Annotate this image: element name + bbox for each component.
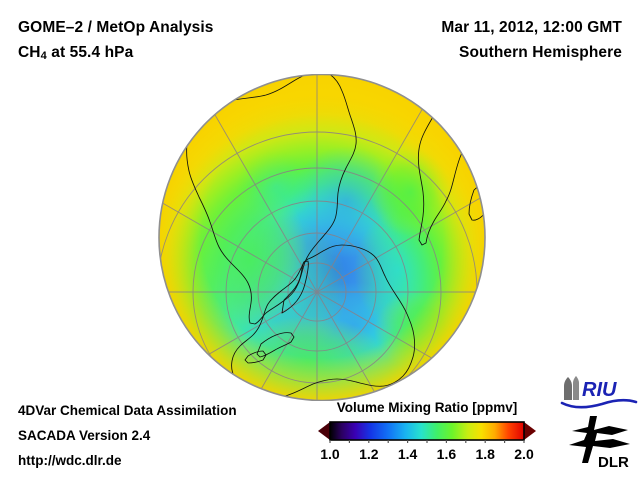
coastline-new-zealand <box>256 332 295 358</box>
dlr-logo: DLR <box>569 416 630 471</box>
colorbar-title: Volume Mixing Ratio [ppmv] <box>336 400 518 415</box>
pressure-level: at 55.4 hPa <box>46 44 134 61</box>
meridian-300 <box>159 177 318 293</box>
riu-wave-icon <box>560 398 638 409</box>
colorbar-tick-label: 1.2 <box>359 446 379 462</box>
version-label: SACADA Version 2.4 <box>18 428 151 443</box>
colorbar-over-arrow <box>524 422 536 440</box>
globe-svg <box>158 74 486 401</box>
coastline-antarctica <box>231 244 416 398</box>
coastline-antarctic-peninsula <box>281 260 309 314</box>
dlr-wordmark: DLR <box>598 454 629 471</box>
coastline-australia <box>392 382 477 401</box>
dlr-mark-icon <box>569 416 630 463</box>
hemisphere-label: Southern Hemisphere <box>459 44 622 61</box>
method-label: 4DVar Chemical Data Assimilation <box>18 403 237 418</box>
polar-stereographic-map <box>158 74 489 401</box>
species-subscript: 4 <box>40 50 47 62</box>
species-name: CH <box>18 44 41 61</box>
colorbar-tick-label: 2.0 <box>514 446 534 462</box>
colorbar-ramp <box>329 421 525 441</box>
colorbar-ticks <box>329 440 525 443</box>
riu-wordmark: RIU <box>582 379 617 401</box>
meridian-30 <box>316 93 432 293</box>
species-level-label: CH4 at 55.4 hPa <box>18 44 133 62</box>
colorbar-tick-label: 1.0 <box>320 446 340 462</box>
colorbar-under-arrow <box>318 422 330 440</box>
colorbar: Volume Mixing Ratio [ppmv] 1.0 1.2 1.4 1.6 1… <box>304 400 550 472</box>
meridian-240 <box>159 291 318 401</box>
coastline-africa-southern <box>417 103 485 246</box>
colorbar-tick-label: 1.4 <box>397 446 418 462</box>
riu-logo: RIU <box>560 376 638 409</box>
coastline-south-america <box>186 74 357 325</box>
meridian-330 <box>202 93 318 293</box>
meridian-150 <box>316 291 432 401</box>
coastline-new-zealand-south <box>244 350 267 364</box>
colorbar-tick-labels: 1.0 1.2 1.4 1.6 1.8 2.0 <box>304 446 550 466</box>
colorbar-gradient <box>318 421 536 443</box>
globe-limb <box>158 74 486 401</box>
page-title: GOME–2 / MetOp Analysis <box>18 19 214 36</box>
website-link[interactable]: http://wdc.dlr.de <box>18 453 122 468</box>
colorbar-tick-label: 1.6 <box>436 446 457 462</box>
riu-towers-icon <box>564 376 579 400</box>
timestamp-label: Mar 11, 2012, 12:00 GMT <box>441 19 622 36</box>
colorbar-tick-label: 1.8 <box>475 446 495 462</box>
